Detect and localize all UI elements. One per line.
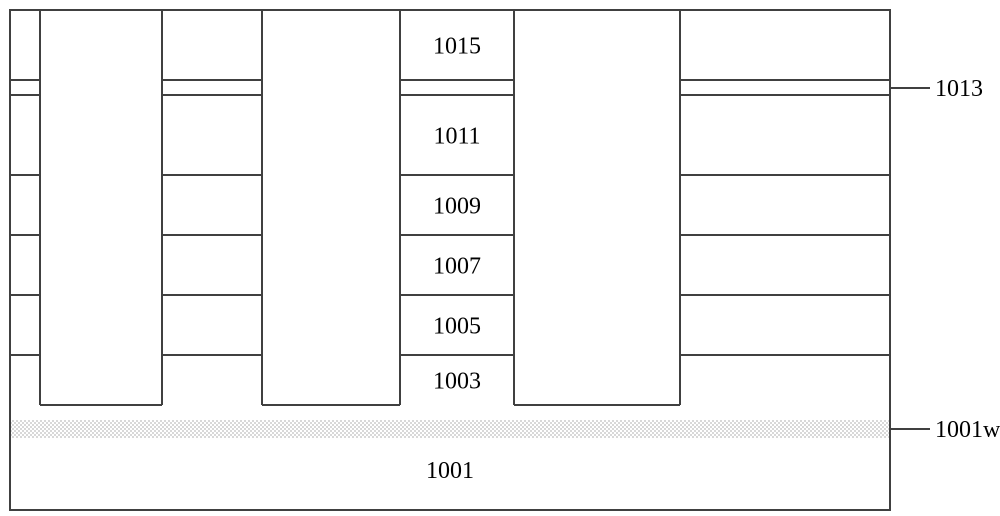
layer-label: 1007 [433,253,481,279]
layer-label: 1011 [433,123,480,149]
layer-label: 1015 [433,33,481,59]
layer-label: 1013 [935,76,983,102]
layer-label: 1001w [935,417,1000,443]
layer-label: 1003 [433,368,481,394]
layer-label: 1005 [433,313,481,339]
well-band [10,420,890,438]
cross-section-diagram: 1015 1011 1009 1007 1005 1003 1001 1001w 1013 [0,0,1000,516]
layer-label: 1001 [426,458,474,484]
layer-label: 1009 [433,193,481,219]
